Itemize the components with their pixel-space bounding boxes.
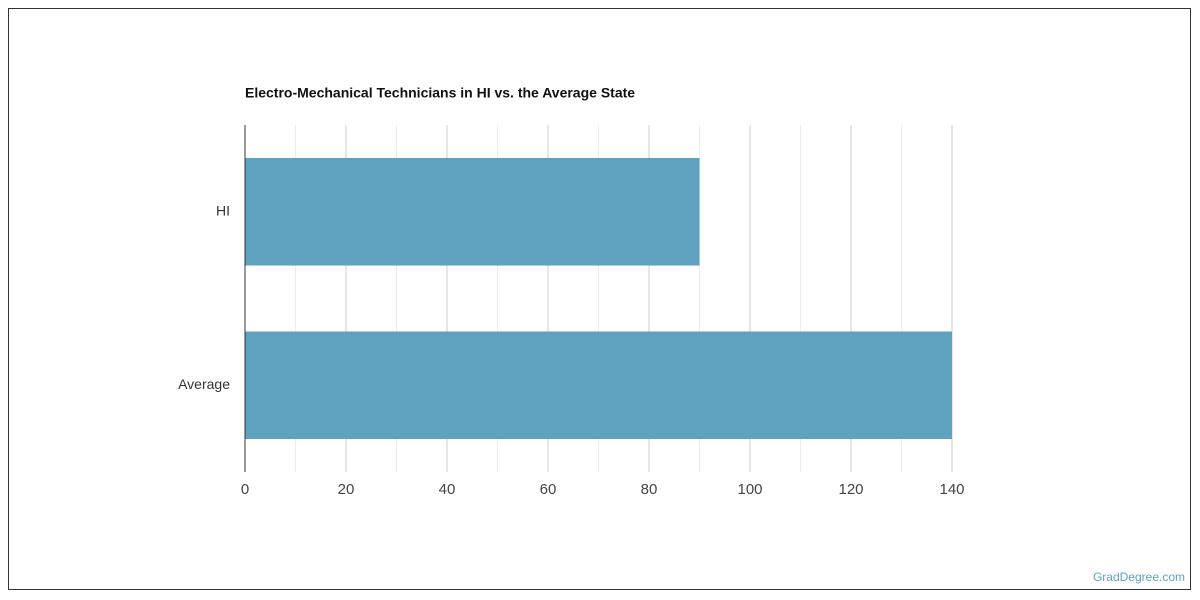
- x-tick-label: 120: [838, 481, 863, 498]
- bar: [245, 331, 952, 440]
- x-tick-label: 140: [939, 481, 964, 498]
- y-tick-label: Average: [178, 376, 230, 392]
- chart-title: Electro-Mechanical Technicians in HI vs.…: [245, 85, 635, 101]
- bar: [245, 157, 700, 266]
- x-tick-label: 40: [439, 481, 456, 498]
- watermark[interactable]: GradDegree.com: [1093, 570, 1185, 584]
- frame: [8, 8, 1191, 590]
- x-tick-label: 100: [737, 481, 762, 498]
- x-tick-label: 60: [540, 481, 557, 498]
- x-tick-label: 80: [641, 481, 658, 498]
- x-tick-label: 20: [338, 481, 355, 498]
- y-tick-label: HI: [216, 202, 230, 218]
- x-tick-label: 0: [241, 481, 249, 498]
